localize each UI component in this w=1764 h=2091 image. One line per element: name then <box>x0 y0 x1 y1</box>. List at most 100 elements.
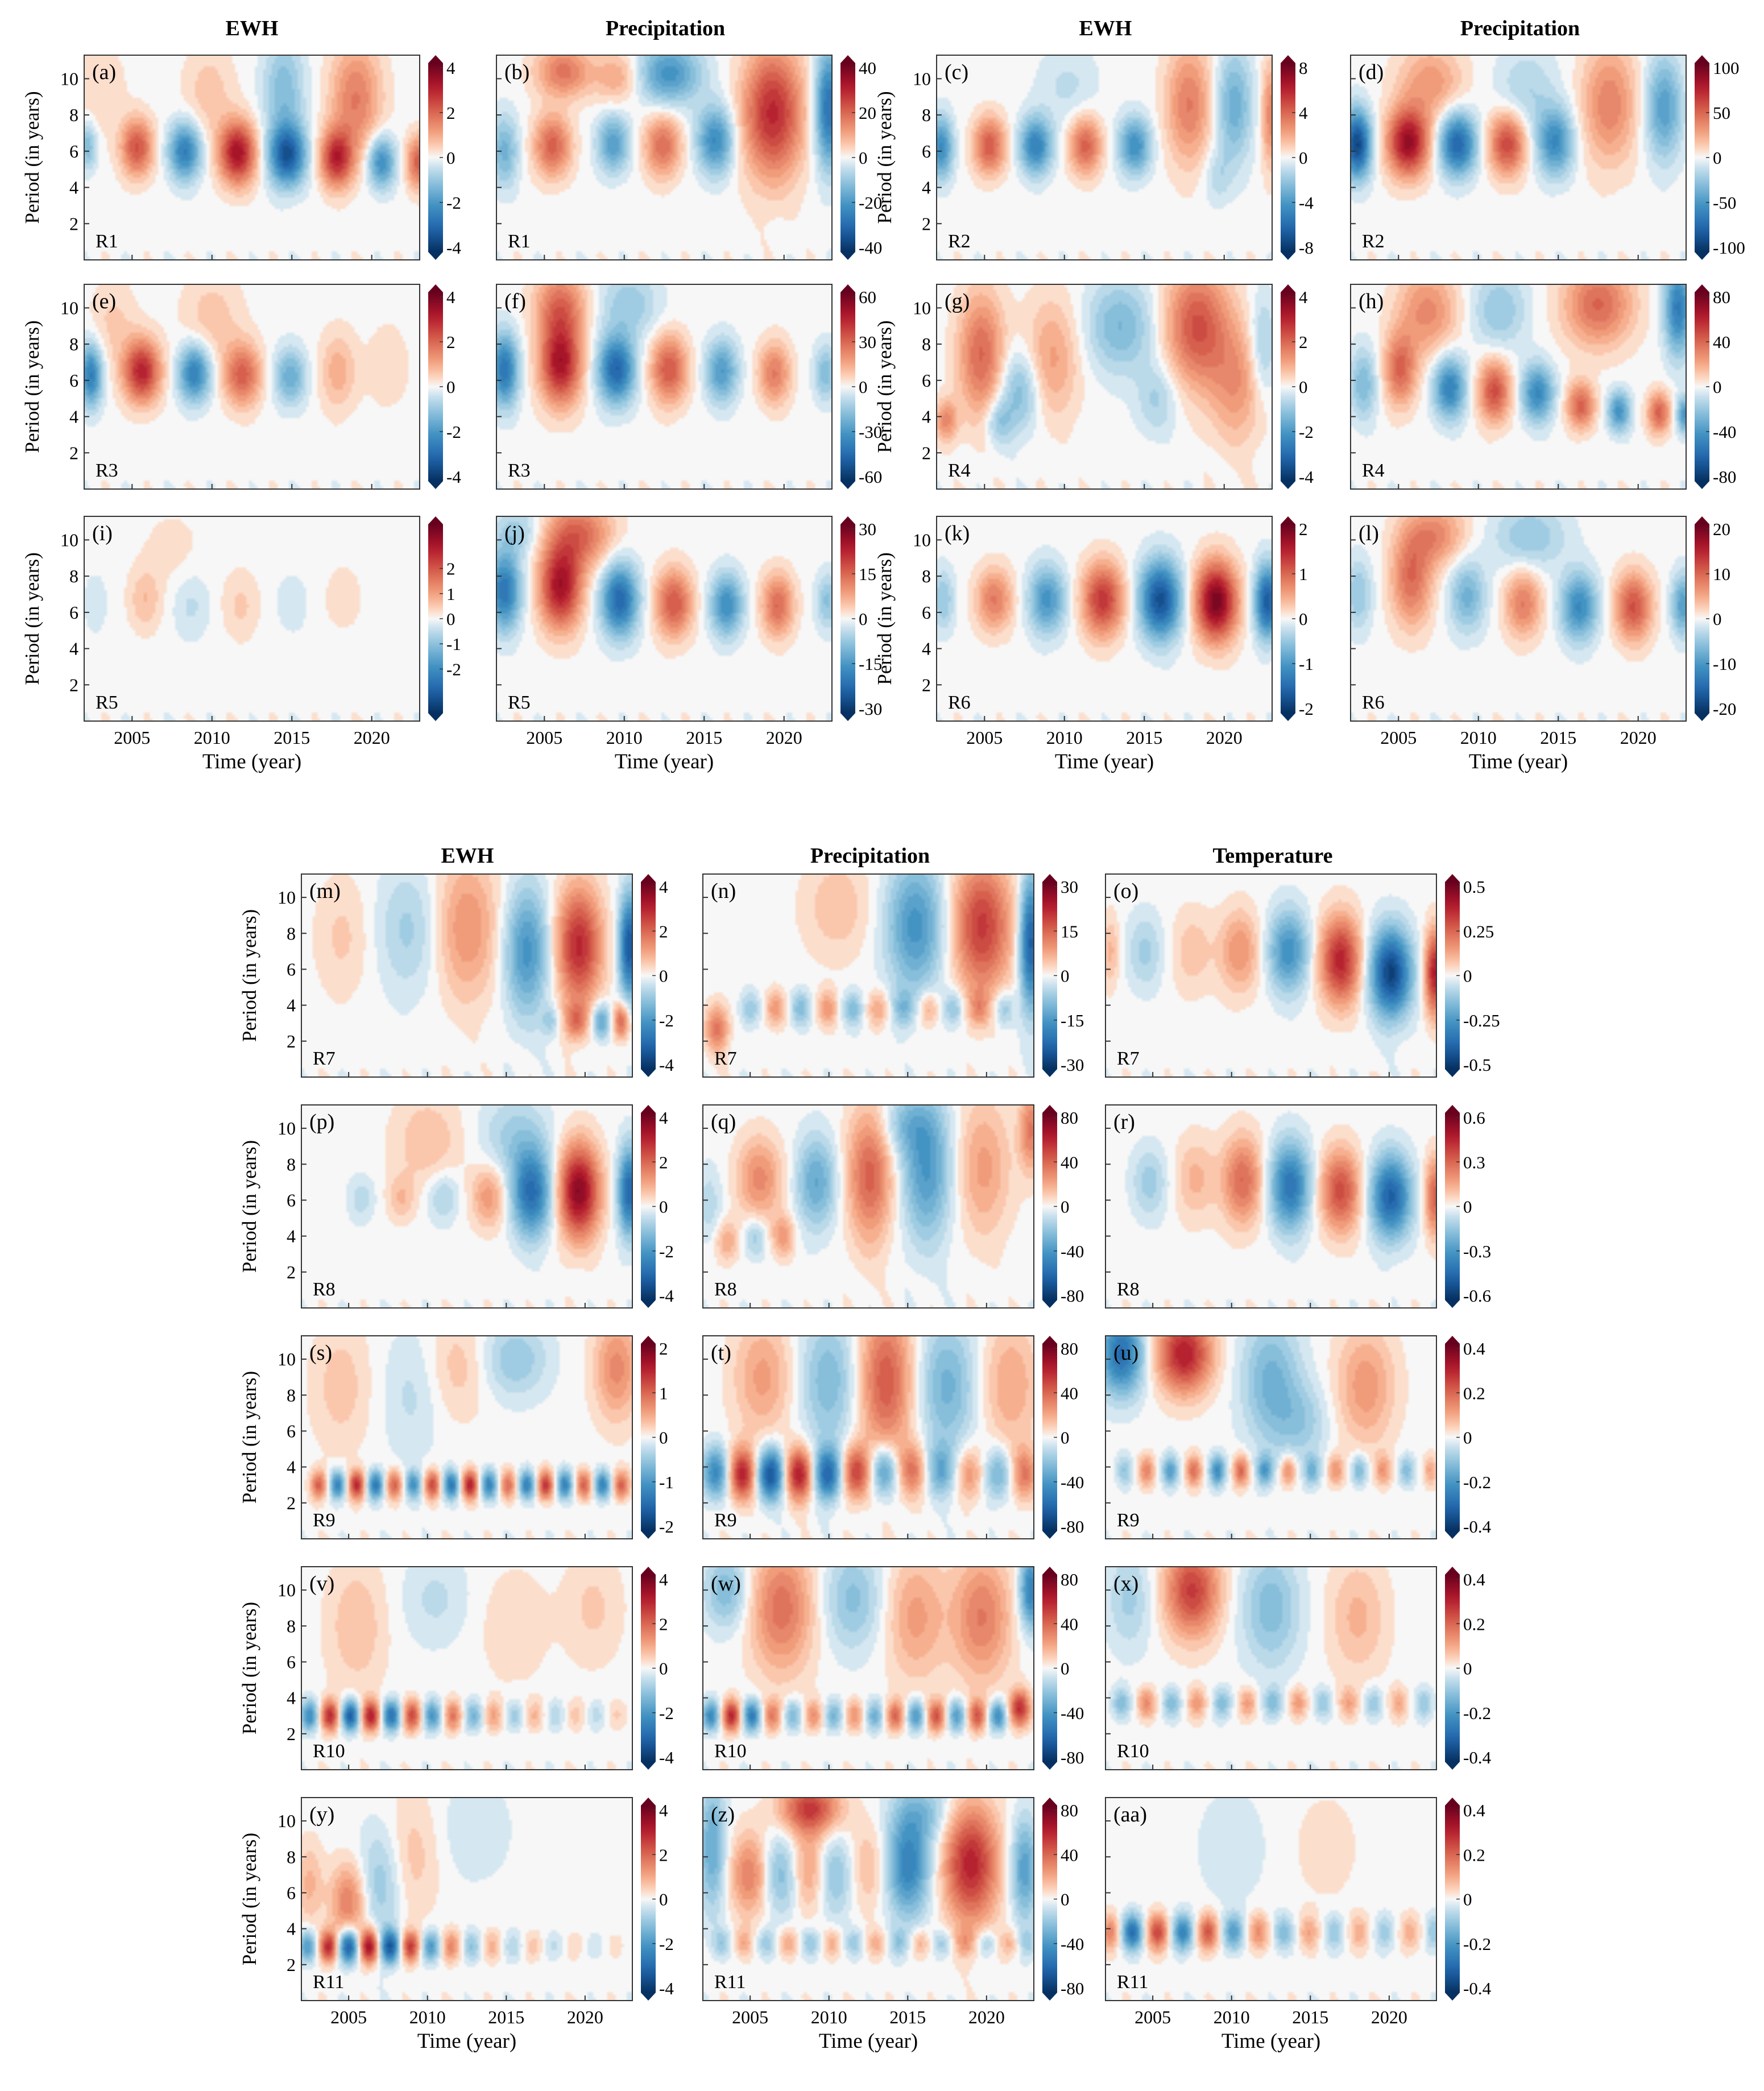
panel-j: 2005 2010 2015 2020 Time (year) (j) R5 30 15 0 -15… <box>496 516 882 773</box>
heatmap-field <box>1105 1105 1436 1308</box>
plot-frame <box>936 516 1273 722</box>
x-tick-label: 2005 <box>732 2007 768 2027</box>
colorbar-tick-label: 2 <box>659 1845 668 1865</box>
y-tick-label: 6 <box>922 602 931 623</box>
plot-frame <box>301 1104 633 1309</box>
panel-t: (t) R9 80 40 0 -40 -80 <box>702 1335 1084 1539</box>
colorbar-tick-label: 80 <box>1061 1108 1078 1128</box>
region-label: R9 <box>313 1510 336 1531</box>
y-tick-label: 2 <box>69 213 78 234</box>
colorbar-tick-label: -2 <box>659 1517 674 1537</box>
colorbar: 0.4 0.2 0 -0.2 -0.4 <box>1445 1567 1492 1770</box>
colorbar-min-arrow <box>641 1993 656 2001</box>
colorbar-tick-label: -0.5 <box>1463 1055 1491 1075</box>
heatmap-field <box>1351 284 1686 489</box>
colorbar-max-arrow <box>641 1336 656 1344</box>
colorbar-max-arrow <box>641 1798 656 1806</box>
colorbar-tick-label: -40 <box>1061 1703 1084 1723</box>
y-axis-label: Period (in years) <box>21 320 43 453</box>
colorbar-tick-label: -80 <box>1061 1286 1084 1306</box>
colorbar-tick-label: -0.2 <box>1463 1934 1491 1954</box>
x-tick-label: 2015 <box>1292 2007 1328 2027</box>
x-tick-label: 2020 <box>1620 727 1657 748</box>
panel-label: (h) <box>1359 289 1384 313</box>
y-tick-label: 10 <box>913 297 931 318</box>
y-tick-label: 2 <box>287 1493 296 1513</box>
heatmap-field <box>301 1798 632 2001</box>
header-top-ewh-1: EWH <box>226 16 279 40</box>
colorbar-tick-label: -30 <box>859 422 882 442</box>
colorbar-tick-label: 40 <box>1061 1152 1078 1172</box>
x-axis-label: Time (year) <box>819 2030 918 2053</box>
x-axis-label: Time (year) <box>615 750 714 773</box>
colorbar-max-arrow <box>641 1567 656 1575</box>
colorbar-tick-label: -80 <box>1061 1748 1084 1767</box>
colorbar-max-arrow <box>1281 55 1295 63</box>
colorbar: 80 40 0 -40 -80 <box>1042 1798 1084 2001</box>
panel-h: (h) R4 80 40 0 -40 -80 <box>1350 284 1736 490</box>
colorbar-tick-label: -80 <box>1713 467 1736 487</box>
colorbar-tick-label: 0 <box>1061 966 1070 986</box>
colorbar-tick-label: 0 <box>446 609 456 629</box>
colorbar-tick-label: 0.2 <box>1463 1845 1485 1865</box>
colorbar-max-arrow <box>1042 1798 1057 1806</box>
panel-label: (b) <box>504 60 529 84</box>
y-tick-label: 6 <box>69 602 78 623</box>
plot-frame <box>1105 873 1437 1078</box>
colorbar: 4 2 0 -2 -4 <box>641 1798 674 2001</box>
heatmap-field <box>703 1798 1034 2001</box>
colorbar-tick-label: 15 <box>859 564 876 584</box>
y-axis-label: Period (in years) <box>21 91 43 223</box>
y-tick-label: 2 <box>922 442 931 463</box>
panel-n: (n) R7 30 15 0 -15 -30 <box>702 873 1084 1078</box>
colorbar-tick-label: -2 <box>659 1241 674 1261</box>
colorbar-min-arrow <box>641 1069 656 1077</box>
colorbar-max-arrow <box>1445 1336 1460 1344</box>
y-tick-label: 6 <box>287 1190 296 1210</box>
colorbar-tick-label: 0 <box>659 1428 668 1448</box>
x-tick-label: 2015 <box>1540 727 1576 748</box>
colorbar-tick-label: -4 <box>446 467 461 487</box>
colorbar-tick-label: 4 <box>1299 287 1308 307</box>
colorbar-tick-label: 0.4 <box>1463 1800 1485 1820</box>
region-label: R9 <box>1117 1510 1140 1531</box>
y-tick-label: 4 <box>287 1457 296 1477</box>
colorbar-tick-label: -4 <box>1299 467 1314 487</box>
colorbar-tick-label: 0 <box>1061 1428 1070 1448</box>
region-label: R3 <box>508 460 531 481</box>
y-tick-label: 6 <box>287 1882 296 1903</box>
panel-label: (p) <box>309 1110 334 1134</box>
x-tick-label: 2015 <box>889 2007 926 2027</box>
panel-z: 2005 2010 2015 2020 Time (year) (z) R11 80 40 0 -4… <box>702 1797 1084 2053</box>
colorbar-tick-label: -4 <box>659 1978 674 1998</box>
panel-label: (j) <box>504 521 525 545</box>
colorbar: 80 40 0 -40 -80 <box>1042 1336 1084 1539</box>
panel-v: 2 4 6 8 10 Period (in years) (v) R10 4 2 0 -2 -4 <box>238 1566 674 1770</box>
colorbar-tick-label: 8 <box>1299 58 1308 78</box>
colorbar-tick-label: -4 <box>446 238 461 258</box>
y-tick-label: 10 <box>278 1349 296 1369</box>
y-tick-label: 4 <box>922 639 931 659</box>
y-tick-label: 4 <box>922 407 931 427</box>
colorbar-tick-label: -15 <box>859 654 882 674</box>
colorbar-tick-label: 30 <box>859 519 876 539</box>
colorbar-tick-label: -50 <box>1713 193 1736 213</box>
heatmap-field <box>301 1567 632 1770</box>
colorbar-tick-label: -1 <box>659 1472 674 1492</box>
colorbar-tick-label: 40 <box>859 58 876 78</box>
y-tick-label: 8 <box>287 1385 296 1405</box>
colorbar-tick-label: 50 <box>1713 103 1730 123</box>
colorbar-min-arrow <box>428 481 443 489</box>
colorbar: 4 2 0 -2 -4 <box>428 55 461 260</box>
colorbar-tick-label: 4 <box>1299 103 1308 123</box>
plot-frame <box>496 284 833 490</box>
colorbar-min-arrow <box>1695 252 1709 260</box>
colorbar-min-arrow <box>1281 713 1295 721</box>
panel-label: (e) <box>92 289 116 313</box>
plot-frame <box>84 55 420 260</box>
colorbar-tick-label: -40 <box>1061 1241 1084 1261</box>
heatmap-field <box>1105 1336 1436 1539</box>
panel-label: (z) <box>711 1803 735 1827</box>
heatmap-field <box>937 516 1272 721</box>
column-headers: EWH Precipitation EWH Precipitation EWH … <box>226 16 1580 868</box>
